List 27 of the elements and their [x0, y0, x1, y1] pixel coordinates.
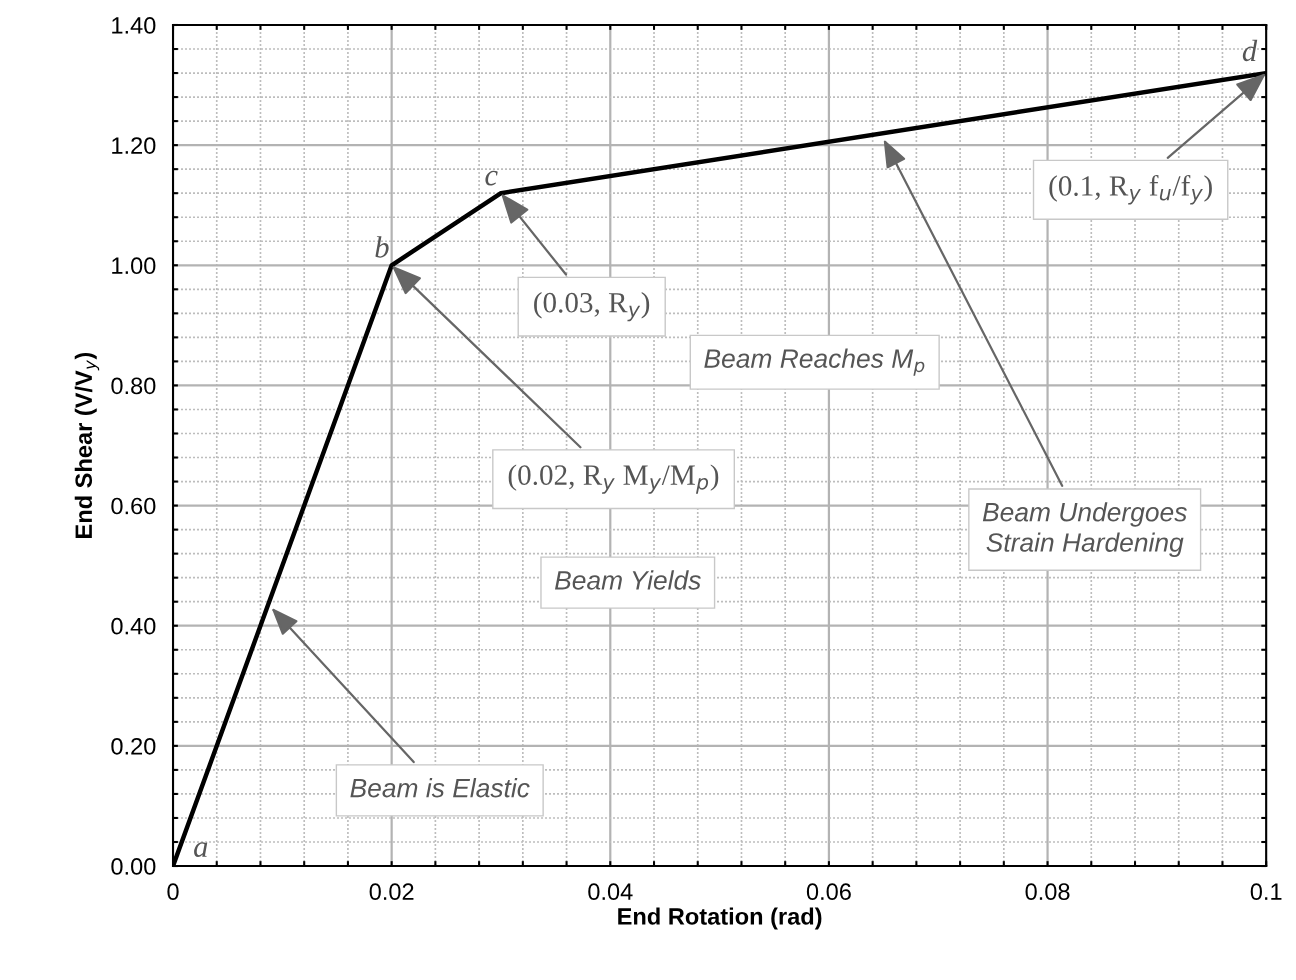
x-tick-label: 0.08	[1025, 883, 1070, 901]
annotation: Beam Undergoes Strain Hardening	[982, 502, 1187, 558]
annotation: c	[485, 170, 498, 186]
annotation: Beam Reaches M$_{p}$	[704, 348, 925, 376]
x-axis-title: End Rotation (rad)	[618, 907, 822, 930]
y-tick-label: 1.40	[112, 17, 156, 34]
annotation: Beam Yields	[554, 570, 701, 590]
annotation: (0.03, R$_{y}$)	[534, 292, 650, 322]
annotation: b	[375, 236, 389, 258]
x-tick-label: 0.06	[806, 883, 851, 901]
x-tick-label: 0.1	[1250, 883, 1282, 901]
x-tick-label: 0	[167, 883, 179, 901]
x-tick-label: 0.02	[369, 883, 414, 901]
annotation: d	[1242, 39, 1258, 62]
annotation: Beam is Elastic	[350, 778, 530, 798]
y-tick-label: 0.40	[111, 617, 156, 635]
y-tick-label: 1.00	[112, 257, 156, 275]
y-tick-label: 0.60	[111, 497, 156, 515]
annotation: (0.02, R$_{y}$ M$_{y}$/M$_{p}$)	[508, 464, 719, 494]
x-tick-label: 0.04	[588, 883, 633, 901]
annotation: (0.1, R$_{y}$ f$_{u}$/f$_{y}$)	[1049, 174, 1212, 205]
y-tick-label: 0.80	[111, 377, 156, 395]
annotation: a	[194, 842, 208, 858]
y-tick-label: 0.00	[111, 858, 156, 875]
y-tick-label: 1.20	[112, 137, 156, 154]
y-tick-label: 0.20	[111, 737, 156, 755]
y-axis-title: End Shear (V/V$_{y}$)	[74, 352, 100, 538]
